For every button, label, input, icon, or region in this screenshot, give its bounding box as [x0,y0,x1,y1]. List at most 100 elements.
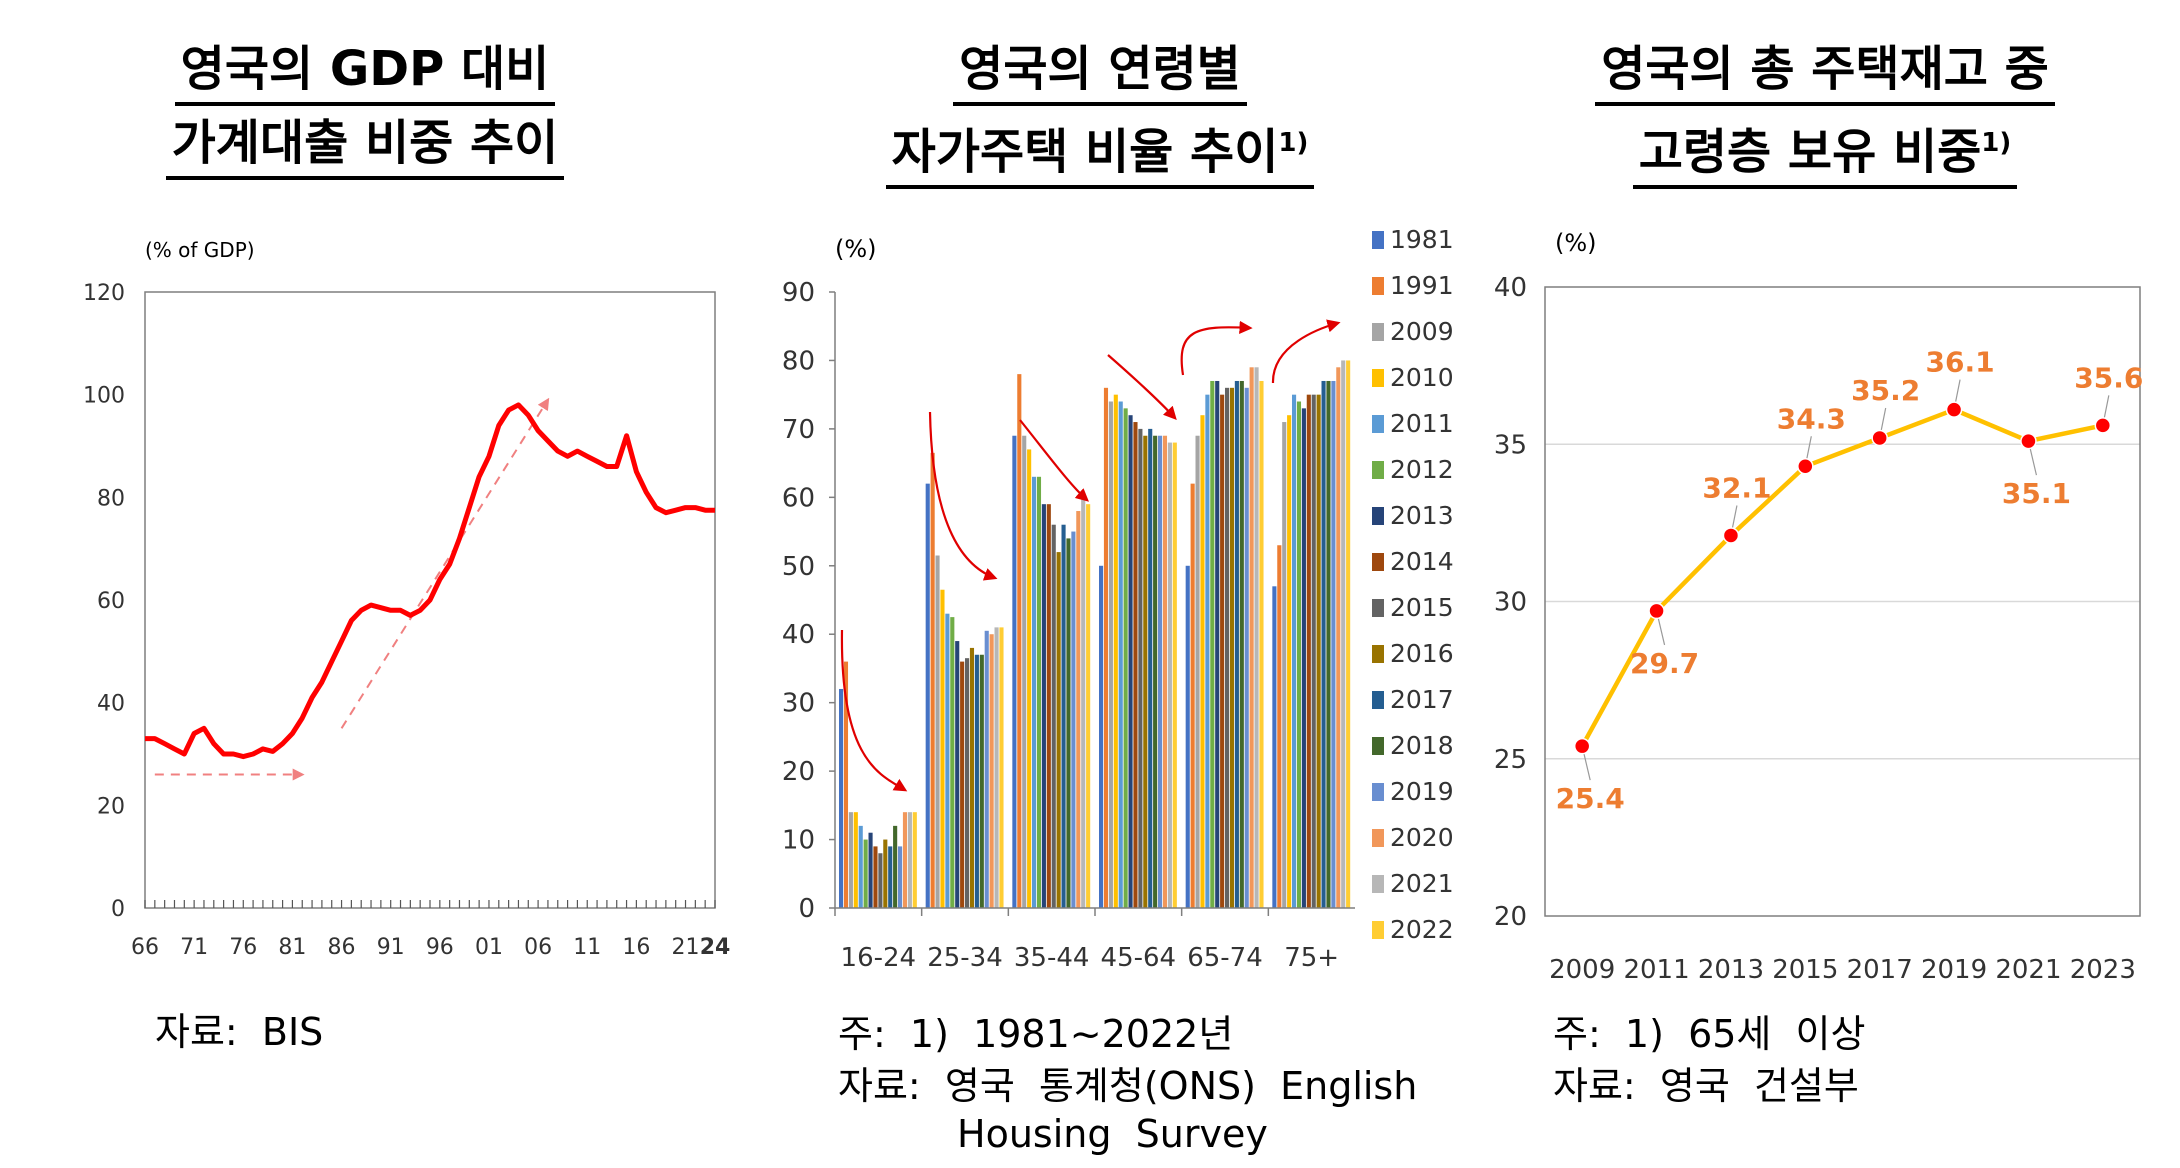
bar-2018 [1066,538,1071,908]
chart-title: 영국의 GDP 대비 가계대출 비중 추이 [0,38,730,180]
bar-2017 [1234,380,1239,908]
bar-1981 [839,688,844,908]
legend-swatch-2010 [1372,369,1384,387]
legend-swatch-2020 [1372,829,1384,847]
bar-1991 [930,452,935,908]
bar-2009 [1195,435,1200,908]
bar-2015 [1138,428,1143,908]
y-tick-label: 40 [1494,273,1527,303]
bar-2021 [994,627,999,908]
x-tick-label: 2019 [1921,955,1987,985]
data-point [1945,401,1963,418]
legend-label: 2014 [1390,547,1454,576]
legend-swatch-2009 [1372,323,1384,341]
bar-2009 [1108,401,1113,908]
legend-swatch-2017 [1372,691,1384,709]
y-tick-label: 100 [83,384,125,409]
bar-2020 [1249,367,1254,908]
bar-2022 [912,812,917,908]
bar-2010 [1027,449,1032,908]
data-label: 29.7 [1630,647,1699,680]
bar-2021 [1341,360,1346,908]
bar-1981 [1012,435,1017,908]
x-tick-label: 75+ [1284,943,1339,973]
bar-2013 [1128,415,1133,908]
x-tick-label: 81 [278,935,306,960]
bar-2014 [1220,394,1225,909]
title-footnote-mark: 1) [1278,128,1309,158]
bar-2021 [1254,367,1259,908]
legend-swatch-2021 [1372,875,1384,893]
bar-1981 [925,483,930,908]
title-line-2-wrap: 고령층 보유 비중1) [1632,112,2018,189]
bar-2017 [974,654,979,908]
x-tick-label: 2023 [2070,955,2136,985]
bar-2011 [1205,394,1210,909]
panel-elderly-housing-share: 영국의 총 주택재고 중 고령층 보유 비중1) (%) 20 25 30 35 40 20… [1470,0,2180,1168]
bar-2012 [1123,408,1128,908]
bar-2017 [1148,428,1153,908]
legend-swatch-2022 [1372,921,1384,939]
y-tick-label: 30 [782,689,815,719]
bar-2010 [853,812,858,908]
data-label: 35.2 [1851,374,1920,407]
title-line-2: 자가주택 비율 추이 [891,124,1279,180]
legend-swatch-1991 [1372,277,1384,295]
chart-title: 영국의 연령별 자가주택 비율 추이1) [730,38,1470,189]
legend-label: 2019 [1390,777,1454,806]
trend-arrow [1107,354,1177,420]
bar-2010 [1287,415,1292,908]
bar-2016 [883,839,888,908]
legend-swatch-2015 [1372,599,1384,617]
x-tick-label: 66 [131,935,159,960]
y-tick-label: 20 [1494,902,1527,932]
bar-2014 [873,846,878,908]
bar-2013 [1301,408,1306,908]
x-tick-label: 2013 [1698,955,1764,985]
bar-2016 [1143,435,1148,908]
data-label: 25.4 [1556,782,1625,815]
bar-2014 [1306,394,1311,909]
bar-2015 [1051,524,1056,908]
bar-2016 [1229,387,1235,908]
bar-2013 [955,641,960,908]
bar-2017 [1061,524,1066,908]
bar-2012 [1296,401,1302,908]
legend-swatch-2019 [1372,783,1384,801]
x-tick-label: 2017 [1847,955,1913,985]
y-tick-label: 0 [111,897,125,922]
data-label: 35.6 [2074,361,2143,394]
bar-2019 [898,846,903,908]
y-tick-label: 60 [782,483,815,513]
legend-swatch-2014 [1372,553,1384,571]
title-line-2: 가계대출 비중 추이 [165,112,565,180]
panel-household-loan-gdp: 영국의 GDP 대비 가계대출 비중 추이 (% of GDP) 0 20 40 60 8… [0,0,730,1168]
trend-arrow [1180,320,1253,376]
trend-arrow [928,411,998,581]
bar-2020 [902,812,908,908]
bar-1991 [1017,374,1022,909]
x-tick-label: 25-34 [927,943,1003,973]
y-axis-unit-label: (%) [1555,229,1597,257]
x-tick-label: 91 [377,935,405,960]
bar-2019 [984,630,989,908]
y-tick-label: 40 [782,620,815,650]
legend-label: 2012 [1390,455,1454,484]
bar-2012 [950,617,955,908]
data-point [2094,417,2112,434]
bar-2016 [1056,552,1061,908]
bar-2018 [893,825,898,908]
bar-2015 [1311,394,1316,909]
title-line-2-wrap: 자가주택 비율 추이1) [885,112,1315,189]
y-tick-label: 20 [97,794,125,819]
footnote: 주: 1) 1981~2022년 [838,1012,1234,1056]
bar-2011 [1032,476,1037,908]
title-line-1: 영국의 GDP 대비 [174,38,556,106]
bar-2022 [999,627,1004,908]
source-note-line-2: Housing Survey [957,1112,1268,1156]
bar-2017 [888,846,893,908]
x-tick-label: 35-44 [1014,943,1090,973]
bar-2015 [1225,387,1230,908]
plot-frame [1544,286,2141,917]
x-tick-label: 2009 [1549,955,1615,985]
